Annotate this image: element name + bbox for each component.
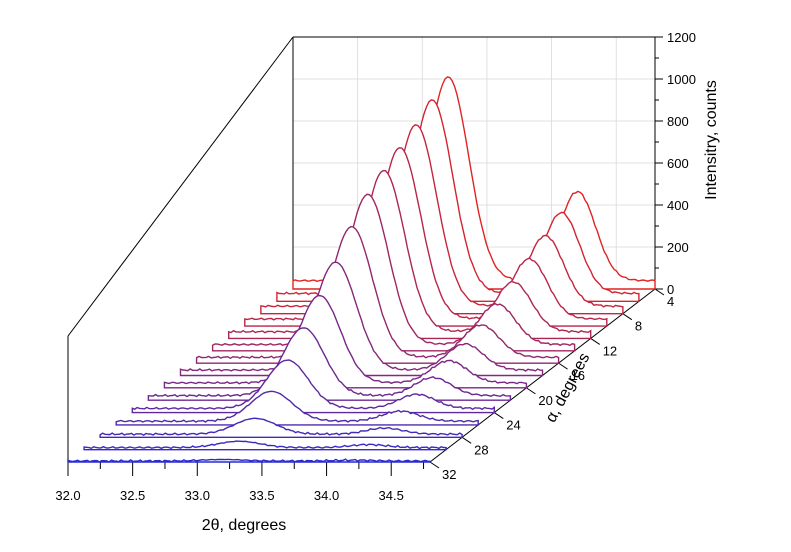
trace-alpha-28 (99, 417, 463, 438)
intensity-tick-label: 0 (667, 282, 674, 297)
alpha-tick-label: 32 (442, 467, 456, 482)
trace-alpha-20 (163, 294, 528, 389)
alpha-tick (558, 362, 568, 370)
labels-layer: 32.0 32.5 33.0 33.5 34.0 34.5 4 8 12 16 20 24 28 32 0 2… (55, 30, 696, 503)
alpha-tick (429, 461, 440, 469)
trace-alpha-26 (115, 390, 479, 426)
alpha-tick (622, 313, 633, 321)
left-top-edge (67, 36, 294, 337)
intensity-tick-label: 800 (667, 114, 689, 129)
alpha-tick (461, 436, 472, 444)
alpha-tick-label: 28 (474, 442, 488, 457)
x-tick-label: 34.5 (379, 488, 404, 503)
alpha-tick (494, 412, 504, 419)
traces-layer (67, 76, 656, 463)
trace-alpha-14 (211, 193, 576, 352)
alpha-tick-label: 4 (667, 294, 674, 309)
z-axis-title: Intensitry, counts (703, 80, 720, 200)
trace-alpha-24 (131, 359, 496, 414)
alpha-tick-label: 24 (506, 418, 520, 433)
alpha-tick (526, 387, 536, 395)
alpha-tick-label: 8 (635, 319, 642, 334)
intensity-tick-label: 200 (667, 240, 689, 255)
intensity-tick-label: 1200 (667, 30, 696, 45)
trace-alpha-16 (195, 225, 560, 364)
trace-alpha-18 (179, 261, 544, 377)
intensity-tick-label: 400 (667, 198, 689, 213)
intensity-tick-label: 600 (667, 156, 689, 171)
trace-alpha-22 (147, 327, 512, 401)
alpha-tick-label: 12 (603, 343, 617, 358)
x-tick-label: 32.0 (55, 488, 80, 503)
trace-alpha-32 (67, 458, 431, 463)
trace-alpha-30 (83, 440, 447, 451)
alpha-tick (590, 338, 600, 345)
x-tick-label: 33.5 (249, 488, 274, 503)
x-axis-title: 2θ, degrees (202, 517, 287, 534)
x-tick-label: 32.5 (120, 488, 145, 503)
alpha-tick (654, 288, 665, 296)
x-tick-label: 34.0 (314, 488, 339, 503)
intensity-tick-label: 1000 (667, 72, 696, 87)
alpha-tick-label: 20 (538, 393, 552, 408)
trace-alpha-12 (227, 169, 592, 340)
alpha-tick-label: 16 (571, 368, 585, 383)
x-tick-label: 33.0 (185, 488, 210, 503)
